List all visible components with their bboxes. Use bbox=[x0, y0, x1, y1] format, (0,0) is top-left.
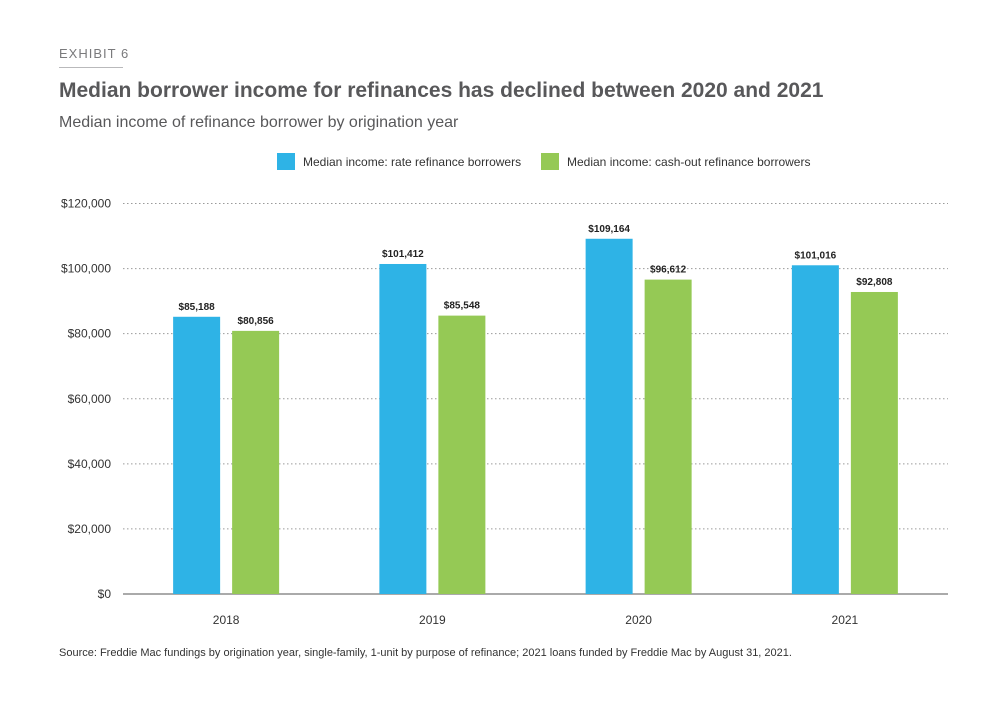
legend-label-cashout: Median income: cash-out refinance borrow… bbox=[567, 155, 810, 169]
source-note: Source: Freddie Mac fundings by originat… bbox=[59, 647, 792, 659]
data-label: $96,612 bbox=[650, 265, 687, 276]
bar-rate-refinance bbox=[585, 238, 633, 594]
bar-rate-refinance bbox=[379, 263, 427, 594]
data-label: $80,856 bbox=[238, 316, 275, 327]
y-tick-label: $40,000 bbox=[68, 457, 112, 471]
y-tick-label: $100,000 bbox=[61, 262, 111, 276]
exhibit-label: EXHIBIT 6 bbox=[59, 46, 130, 61]
data-label: $109,164 bbox=[588, 224, 630, 235]
bar-rate-refinance bbox=[173, 316, 221, 594]
legend-label-rate: Median income: rate refinance borrowers bbox=[303, 155, 521, 169]
y-tick-label: $120,000 bbox=[61, 197, 111, 211]
chart-subtitle: Median income of refinance borrower by o… bbox=[59, 114, 459, 131]
x-tick-label: 2020 bbox=[625, 613, 652, 627]
bar-cashout-refinance bbox=[438, 315, 486, 594]
data-label: $85,548 bbox=[444, 301, 481, 312]
data-label: $92,808 bbox=[856, 277, 893, 288]
x-tick-label: 2018 bbox=[213, 613, 240, 627]
exhibit-underline bbox=[59, 67, 123, 68]
x-tick-label: 2019 bbox=[419, 613, 446, 627]
y-tick-label: $0 bbox=[98, 587, 112, 601]
data-label: $85,188 bbox=[179, 302, 216, 313]
y-tick-label: $20,000 bbox=[68, 522, 112, 536]
y-tick-label: $60,000 bbox=[68, 392, 112, 406]
data-label: $101,016 bbox=[795, 250, 837, 261]
chart-title: Median borrower income for refinances ha… bbox=[59, 79, 824, 102]
bar-rate-refinance bbox=[791, 265, 839, 594]
bar-cashout-refinance bbox=[232, 330, 280, 594]
bar-cashout-refinance bbox=[850, 291, 898, 594]
data-label: $101,412 bbox=[382, 249, 424, 260]
legend-swatch-rate bbox=[277, 153, 295, 170]
y-tick-label: $80,000 bbox=[68, 327, 112, 341]
x-tick-label: 2021 bbox=[832, 613, 859, 627]
bar-cashout-refinance bbox=[644, 279, 692, 594]
legend-swatch-cashout bbox=[541, 153, 559, 170]
